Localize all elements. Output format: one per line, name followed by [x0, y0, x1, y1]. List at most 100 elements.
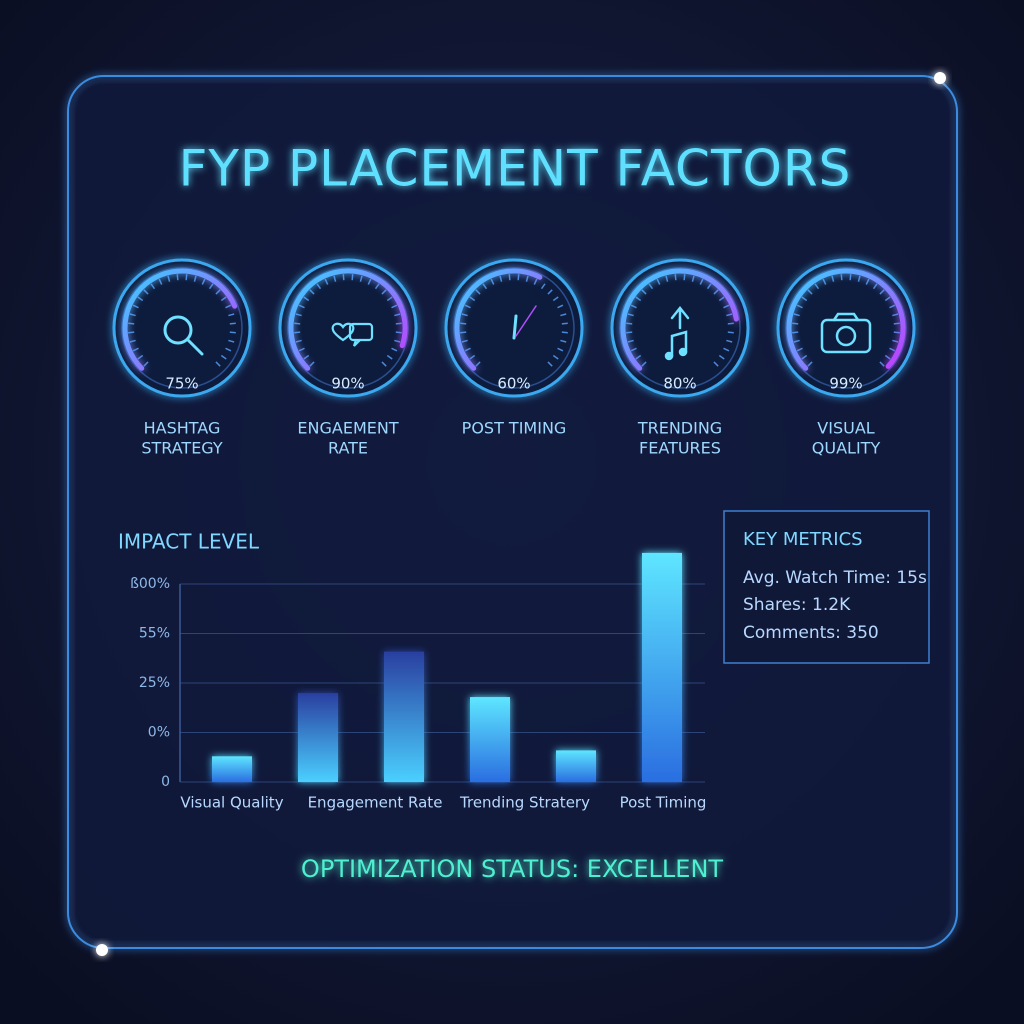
- gauge-tick: [879, 289, 885, 295]
- gauge-tick: [665, 275, 669, 282]
- gauge-tick: [691, 275, 695, 282]
- gauge-tick: [295, 339, 302, 343]
- bar: [642, 552, 682, 782]
- gauge-tick: [128, 331, 135, 334]
- y-axis-label: 55%: [139, 626, 170, 642]
- gauge-tick: [215, 289, 221, 295]
- trending-icon: [664, 305, 690, 361]
- gauge-tick: [627, 339, 634, 343]
- gauge-tick: [176, 274, 179, 281]
- gauge-tick: [792, 331, 799, 334]
- gauge-tick: [475, 361, 481, 367]
- gauge-tick: [796, 304, 803, 309]
- gauge-tick: [831, 275, 835, 282]
- gauge-value-label: 99%: [829, 375, 862, 393]
- gauge-tick: [560, 339, 567, 343]
- gauge-tick: [726, 339, 733, 343]
- gauge-tick: [683, 274, 686, 281]
- gauge-label: FEATURES: [639, 439, 721, 458]
- search-icon: [163, 315, 204, 356]
- gauge-tick: [461, 339, 468, 343]
- gauge-tick: [309, 289, 315, 295]
- gauge-tick: [718, 296, 725, 302]
- sparkle: [934, 72, 946, 84]
- gauge-tick: [727, 322, 734, 325]
- gauge-label: RATE: [328, 439, 368, 458]
- gauge-inner: [287, 267, 409, 389]
- gauge-tick: [726, 313, 733, 317]
- gauge-tick: [641, 361, 647, 367]
- gauge-tick: [490, 278, 495, 285]
- bar: [470, 697, 510, 782]
- gauge-tick: [807, 361, 813, 367]
- gauge-tick: [879, 361, 885, 367]
- title: FYP PLACEMENT FACTORS: [179, 140, 852, 198]
- gauge-tick: [367, 278, 372, 285]
- gauge-tick: [303, 296, 310, 302]
- x-tick-label: Post Timing: [620, 794, 707, 812]
- gauge-tick: [627, 313, 634, 317]
- gauge-tick: [801, 354, 808, 360]
- gauge-tick: [143, 289, 149, 295]
- gauge-tick: [129, 313, 136, 317]
- gauge-tick: [469, 354, 476, 360]
- gauge-tick: [167, 275, 171, 282]
- gauge-tick: [849, 274, 852, 281]
- gauge-tick: [228, 313, 235, 317]
- gauge-tick: [229, 331, 236, 334]
- gauge-tick: [469, 296, 476, 302]
- gauge-tick: [208, 283, 214, 290]
- status: OPTIMIZATION STATUS: EXCELLENT: [301, 855, 723, 883]
- gauge-tick: [718, 354, 725, 360]
- gauge-tick: [533, 278, 538, 285]
- gauge-tick: [391, 347, 398, 352]
- gauge-tick: [220, 296, 227, 302]
- gauge-tick: [225, 347, 232, 352]
- key-metrics-title: KEY METRICS: [743, 529, 863, 550]
- gauge-tick: [324, 278, 329, 285]
- gauge-label: QUALITY: [812, 439, 881, 458]
- gauge-tick: [699, 278, 704, 285]
- gauge-tick: [394, 339, 401, 343]
- gauge-tick: [561, 322, 568, 325]
- gauge-tick: [294, 322, 301, 325]
- gauge-tick: [309, 361, 315, 367]
- gauge-tick: [464, 304, 471, 309]
- gauge-tick: [552, 296, 559, 302]
- gauge-value-label: 60%: [497, 375, 530, 393]
- gauge-tick: [351, 274, 354, 281]
- gauge-tick: [228, 339, 235, 343]
- gauge-tick: [648, 283, 654, 290]
- gauge-tick: [814, 283, 820, 290]
- gauge-tick: [508, 274, 511, 281]
- gauge-tick: [793, 339, 800, 343]
- y-axis-label: 0: [161, 774, 170, 790]
- bar: [298, 693, 338, 782]
- gauge-tick: [792, 322, 799, 325]
- gauge-tick: [892, 339, 899, 343]
- gauge-tick: [193, 275, 197, 282]
- metric: Comments: 350: [743, 623, 879, 643]
- gauge-tick: [316, 283, 322, 290]
- gauge-label: STRATEGY: [141, 439, 223, 458]
- gauge-tick: [674, 274, 677, 281]
- gauge-label: ENGAEMENT: [297, 419, 398, 438]
- gauge-tick: [540, 283, 546, 290]
- gauge-tick: [801, 296, 808, 302]
- gauge-tick: [630, 304, 637, 309]
- gauge-tick: [132, 347, 139, 352]
- sparkle: [96, 944, 108, 956]
- gauge-tick: [713, 289, 719, 295]
- gauge-tick: [295, 313, 302, 317]
- gauge-tick: [229, 322, 236, 325]
- gauge-label: POST TIMING: [462, 419, 567, 438]
- gauge-tick: [374, 283, 380, 290]
- gauge-tick: [395, 331, 402, 334]
- gauge-tick: [143, 361, 149, 367]
- gauge-tick: [225, 304, 232, 309]
- gauge-tick: [137, 354, 144, 360]
- clock-hand-icon: [512, 305, 537, 340]
- gauge-tick: [884, 354, 891, 360]
- gauge-tick: [893, 322, 900, 325]
